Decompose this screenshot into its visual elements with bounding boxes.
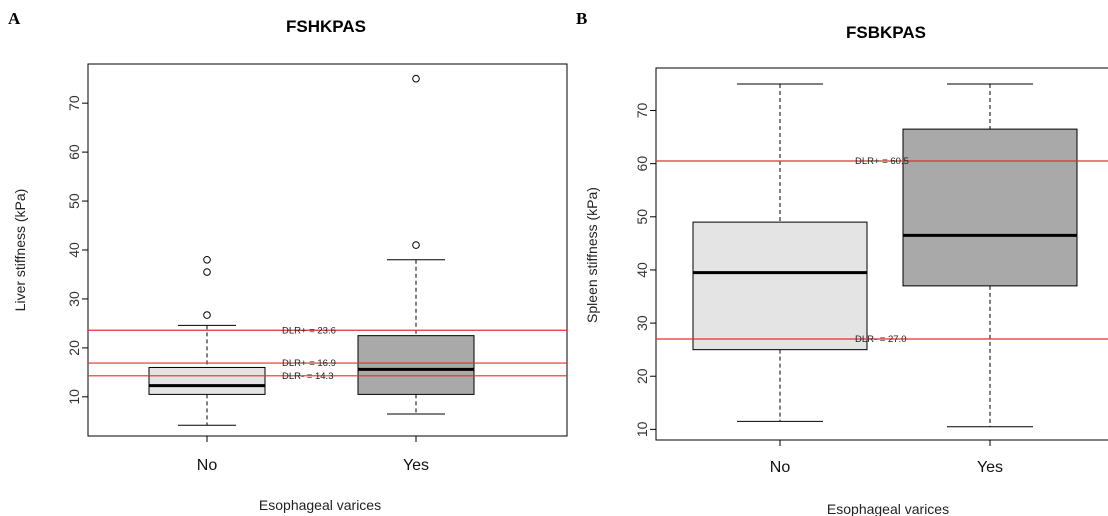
x-category-label: No bbox=[770, 459, 791, 476]
y-axis-label: Liver stiffness (kPa) bbox=[12, 189, 28, 312]
panel-b: B FSBKPAS Spleen stiffness (kPa) Esophag… bbox=[576, 9, 1108, 516]
y-tick-label: 40 bbox=[66, 242, 82, 258]
y-tick-label: 30 bbox=[634, 315, 650, 331]
reference-line-label: DLR+ = 16.9 bbox=[282, 358, 336, 369]
y-tick-label: 70 bbox=[634, 103, 650, 119]
y-tick-label: 40 bbox=[634, 262, 650, 278]
box-yes bbox=[357, 335, 475, 395]
chart-title: FSBKPAS bbox=[846, 23, 926, 42]
chart-marks: 10 20 30 40 50 60 70 No Yes DLR+ = 23.6 DLR+ = 16.… bbox=[66, 74, 567, 474]
y-tick-label: 20 bbox=[634, 368, 650, 384]
panel-a: A FSHKPAS Liver stiffness (kPa) Esophage… bbox=[8, 9, 568, 513]
box-no bbox=[692, 221, 868, 351]
panel-letter: B bbox=[576, 9, 587, 28]
x-category-label: No bbox=[197, 457, 218, 474]
outlier-point bbox=[203, 311, 211, 319]
y-tick-label: 60 bbox=[66, 144, 82, 160]
y-tick-label: 20 bbox=[66, 340, 82, 356]
reference-line-label: DLR- = 14.3 bbox=[282, 371, 334, 382]
chart-marks: 10 20 30 40 50 60 70 No Yes DLR+ = 60.5 DLR- = 27.… bbox=[634, 83, 1108, 476]
box-no bbox=[148, 366, 266, 395]
y-tick-label: 50 bbox=[634, 209, 650, 225]
outlier-point bbox=[203, 255, 211, 264]
outlier-point bbox=[412, 74, 420, 83]
panel-letter: A bbox=[8, 9, 21, 28]
y-tick-label: 60 bbox=[634, 156, 650, 172]
chart-title: FSHKPAS bbox=[286, 17, 366, 36]
y-tick-label: 50 bbox=[66, 193, 82, 209]
y-axis-label: Spleen stiffness (kPa) bbox=[584, 187, 600, 323]
y-tick-label: 10 bbox=[66, 389, 82, 405]
reference-line-label: DLR+ = 23.6 bbox=[282, 325, 336, 336]
reference-line-label: DLR+ = 60.5 bbox=[855, 156, 909, 167]
box-yes bbox=[902, 128, 1078, 287]
outlier-point bbox=[203, 268, 211, 276]
x-category-label: Yes bbox=[403, 457, 429, 474]
reference-line-label: DLR- = 27.0 bbox=[855, 334, 907, 345]
outlier-point bbox=[412, 241, 420, 249]
x-category-label: Yes bbox=[977, 459, 1003, 476]
y-tick-label: 10 bbox=[634, 421, 650, 437]
y-tick-label: 70 bbox=[66, 95, 82, 111]
y-tick-label: 30 bbox=[66, 291, 82, 307]
plot-frame bbox=[655, 67, 1108, 441]
x-axis-label: Esophageal varices bbox=[259, 497, 381, 513]
x-axis-label: Esophageal varices bbox=[827, 501, 949, 516]
